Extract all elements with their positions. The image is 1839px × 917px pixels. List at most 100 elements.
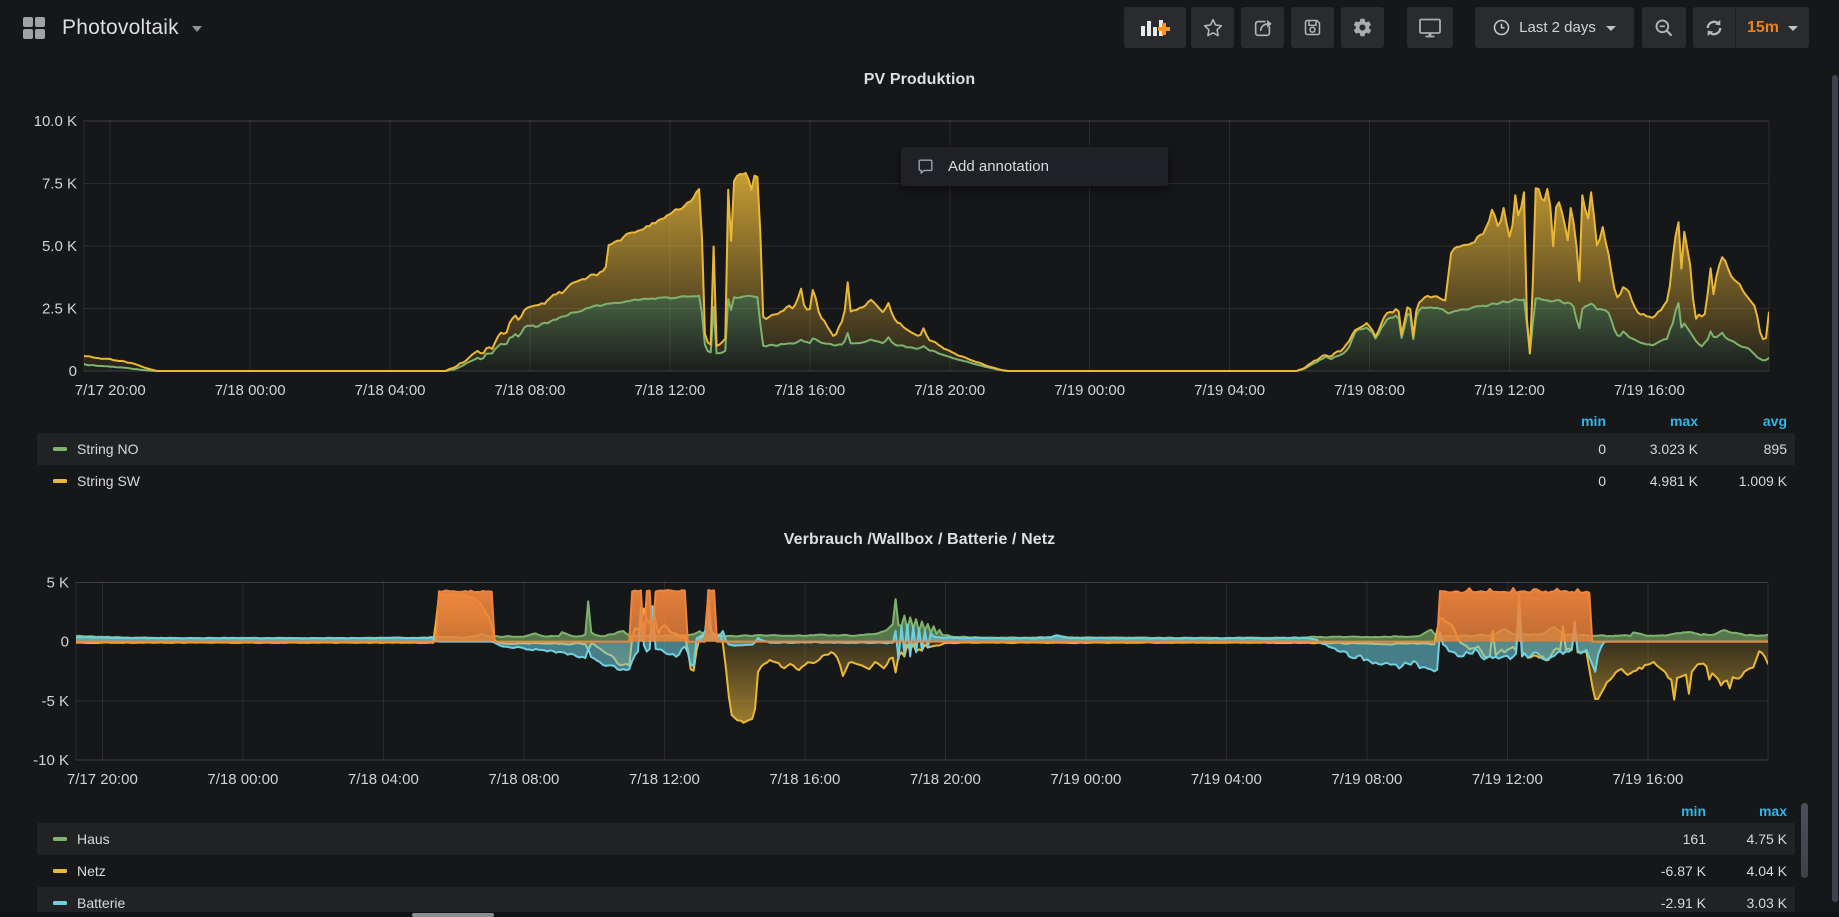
x-axis-tick-label: 7/17 20:00 bbox=[75, 382, 146, 399]
y-axis-tick-label: -5 K bbox=[41, 693, 69, 710]
star-button[interactable] bbox=[1191, 7, 1234, 48]
horizontal-scrollbar-thumb[interactable] bbox=[412, 913, 494, 917]
dashboard-title[interactable]: Photovoltaik bbox=[62, 15, 179, 39]
refresh-interval-part[interactable]: 15m bbox=[1735, 7, 1809, 48]
series-label-batterie[interactable]: Batterie bbox=[77, 895, 126, 911]
x-axis-tick-label: 7/18 04:00 bbox=[355, 382, 426, 399]
x-axis-tick-label: 7/18 12:00 bbox=[634, 382, 705, 399]
stat-avg: 895 bbox=[1763, 441, 1787, 457]
y-axis-tick-label: 7.5 K bbox=[42, 176, 77, 193]
series-label-string-no[interactable]: String NO bbox=[77, 441, 139, 457]
x-axis-tick-label: 7/18 00:00 bbox=[215, 382, 286, 399]
x-axis-tick-label: 7/19 04:00 bbox=[1194, 382, 1265, 399]
y-axis-tick-label: 0 bbox=[69, 363, 77, 380]
legend-col-min[interactable]: min bbox=[1581, 413, 1606, 429]
apps-grid-icon bbox=[23, 16, 45, 39]
caret-down-icon bbox=[191, 26, 202, 32]
x-axis-tick-label: 7/19 08:00 bbox=[1334, 382, 1405, 399]
series-label-netz[interactable]: Netz bbox=[77, 863, 106, 879]
refresh-button[interactable]: 15m bbox=[1693, 7, 1809, 48]
save-button[interactable] bbox=[1291, 7, 1334, 48]
page-scrollbar[interactable] bbox=[1832, 0, 1839, 917]
x-axis-tick-label: 7/19 16:00 bbox=[1614, 382, 1685, 399]
stat-min: 0 bbox=[1598, 441, 1606, 457]
stat-max: 4.75 K bbox=[1746, 831, 1787, 847]
refresh-icon-part[interactable] bbox=[1693, 7, 1735, 48]
x-axis-tick-label: 7/18 20:00 bbox=[910, 771, 981, 788]
y-axis-tick-label: -10 K bbox=[33, 752, 69, 769]
legend-col-avg[interactable]: avg bbox=[1762, 413, 1787, 429]
x-axis-tick-label: 7/19 12:00 bbox=[1472, 771, 1543, 788]
legend-col-max[interactable]: max bbox=[1758, 803, 1787, 819]
time-picker-button[interactable]: Last 2 days bbox=[1475, 7, 1634, 48]
page-scrollbar-thumb[interactable] bbox=[1832, 75, 1838, 902]
series-swatch-string-sw[interactable] bbox=[53, 479, 67, 483]
horizontal-scrollbar[interactable] bbox=[0, 912, 1839, 917]
series-area-haus bbox=[76, 599, 1768, 642]
x-axis-tick-label: 7/19 12:00 bbox=[1474, 382, 1545, 399]
x-axis-tick-label: 7/19 16:00 bbox=[1612, 771, 1683, 788]
share-button[interactable] bbox=[1241, 7, 1284, 48]
verbrauch-legend: min max Haus 161 4.75 K Netz -6.87 K 4.0… bbox=[37, 799, 1795, 917]
stat-avg: 1.009 K bbox=[1738, 473, 1787, 489]
y-axis-tick-label: 10.0 K bbox=[34, 113, 77, 130]
x-axis-tick-label: 7/19 04:00 bbox=[1191, 771, 1262, 788]
series-label-string-sw[interactable]: String SW bbox=[77, 473, 141, 489]
x-axis-tick-label: 7/18 16:00 bbox=[769, 771, 840, 788]
series-swatch-haus[interactable] bbox=[53, 837, 67, 841]
refresh-interval: 15m bbox=[1746, 18, 1780, 36]
series-line-batterie bbox=[76, 605, 1768, 673]
series-area-string-no bbox=[84, 295, 1769, 371]
legend-row-haus: Haus 161 4.75 K bbox=[37, 823, 1795, 855]
add-annotation-menu-item[interactable]: Add annotation bbox=[901, 147, 1168, 186]
panel-title-pv[interactable]: PV Produktion bbox=[863, 71, 976, 88]
x-axis-tick-label: 7/18 08:00 bbox=[495, 382, 566, 399]
zoom-out-icon bbox=[1655, 19, 1673, 36]
add-annotation-label: Add annotation bbox=[948, 158, 1049, 175]
time-range-label: Last 2 days bbox=[1519, 19, 1596, 36]
stat-max: 3.023 K bbox=[1649, 441, 1698, 457]
x-axis-tick-label: 7/18 04:00 bbox=[348, 771, 419, 788]
pv-produktion-chart[interactable]: 10.0 K 7.5 K 5.0 K 2.5 K 0 7/17 20:00 7/18 00:… bbox=[0, 100, 1810, 400]
legend-scrollbar-thumb[interactable] bbox=[1801, 803, 1808, 878]
series-area-batterie bbox=[76, 606, 1768, 672]
stat-max: 3.03 K bbox=[1746, 895, 1787, 911]
stat-min: 161 bbox=[1682, 831, 1706, 847]
add-panel-button[interactable] bbox=[1124, 7, 1186, 48]
x-axis-tick-label: 7/18 16:00 bbox=[774, 382, 845, 399]
comment-icon bbox=[916, 157, 935, 176]
navbar: Photovoltaik bbox=[0, 0, 1839, 55]
stat-max: 4.04 K bbox=[1746, 863, 1787, 879]
x-axis-tick-label: 7/18 08:00 bbox=[488, 771, 559, 788]
panel-title-verbrauch[interactable]: Verbrauch /Wallbox / Batterie / Netz bbox=[783, 531, 1056, 548]
pv-legend: min max avg String NO 0 3.023 K 895 Stri… bbox=[37, 409, 1795, 497]
clock-icon bbox=[1493, 19, 1510, 36]
save-icon bbox=[1304, 19, 1321, 36]
cycle-view-button[interactable] bbox=[1407, 7, 1453, 48]
legend-header: min max avg bbox=[37, 409, 1795, 433]
series-swatch-netz[interactable] bbox=[53, 869, 67, 873]
y-axis-tick-label: 0 bbox=[61, 634, 69, 651]
x-axis-tick-label: 7/19 00:00 bbox=[1050, 771, 1121, 788]
x-axis-tick-label: 7/18 20:00 bbox=[914, 382, 985, 399]
series-line-string-sw bbox=[84, 172, 1769, 372]
zoom-out-button[interactable] bbox=[1642, 7, 1686, 48]
caret-down-icon bbox=[1788, 26, 1799, 31]
x-axis-tick-label: 7/18 12:00 bbox=[629, 771, 700, 788]
gear-icon bbox=[1353, 18, 1372, 37]
series-label-haus[interactable]: Haus bbox=[77, 831, 110, 847]
series-swatch-batterie[interactable] bbox=[53, 901, 67, 905]
x-axis-tick-label: 7/19 00:00 bbox=[1054, 382, 1125, 399]
legend-col-min[interactable]: min bbox=[1681, 803, 1706, 819]
stat-min: -2.91 K bbox=[1660, 895, 1706, 911]
legend-col-max[interactable]: max bbox=[1669, 413, 1698, 429]
settings-button[interactable] bbox=[1341, 7, 1384, 48]
star-icon bbox=[1203, 18, 1222, 36]
dashboard-title-group[interactable]: Photovoltaik bbox=[22, 0, 202, 55]
series-swatch-string-no[interactable] bbox=[53, 447, 67, 451]
stat-max: 4.981 K bbox=[1649, 473, 1698, 489]
legend-row-netz: Netz -6.87 K 4.04 K bbox=[37, 855, 1795, 887]
plot-border bbox=[75, 582, 1769, 761]
verbrauch-chart[interactable]: 5 K 0 -5 K -10 K 7/17 20:00 7/18 00:00 7/18 04… bbox=[0, 550, 1810, 800]
